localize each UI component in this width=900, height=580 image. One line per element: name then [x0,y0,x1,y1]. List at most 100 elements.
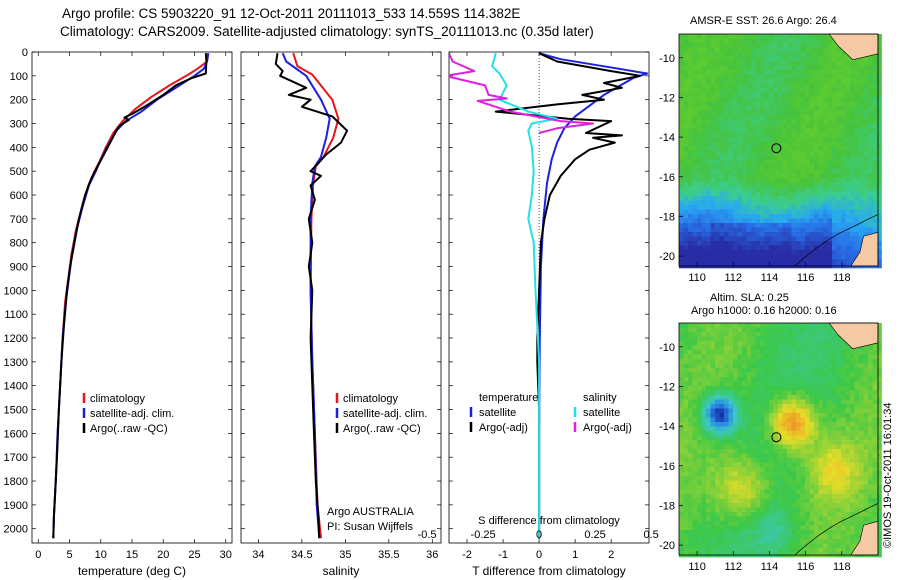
sst-cell [742,92,747,98]
sla-cell [746,395,752,400]
sst-cell [769,43,774,48]
sla-cell [778,386,783,391]
sla-cell [706,449,711,454]
sla-cell [737,539,743,544]
sst-cell [733,133,738,138]
sla-cell [827,521,833,526]
sst-cell [877,70,882,75]
sst-cell [863,200,869,206]
sst-cell [683,245,689,251]
sla-cell [863,386,869,391]
sla-cell [773,336,779,342]
sla-cell [778,507,783,513]
sla-cell [724,548,729,553]
sst-cell [692,205,698,210]
sla-cell [872,417,878,423]
sst-cell [818,187,824,192]
sst-cell [679,151,684,156]
sla-cell [737,458,743,463]
sst-cell [764,151,770,156]
sst-cell [764,241,770,246]
sla-cell [719,395,725,400]
sst-cell [845,106,851,111]
sst-cell [818,209,824,215]
sst-cell [679,124,684,129]
sla-cell [863,440,869,445]
sst-cell [760,88,765,93]
sla-cell [845,453,851,459]
sla-cell [868,467,873,472]
sst-cell [706,56,711,62]
sla-cell [868,453,873,459]
sst-cell [787,169,792,174]
sla-cell [868,345,873,351]
sst-cell [796,79,801,84]
sla-cell [683,462,689,468]
sst-cell [764,128,770,134]
sst-cell [818,83,824,89]
sla-cell [782,462,788,468]
sst-cell [787,101,792,107]
sst-cell [706,218,711,224]
sst-cell [800,214,806,219]
sst-cell [841,137,846,143]
sla-cell [710,480,716,486]
sla-cell [800,399,806,405]
sst-cell [854,241,860,246]
depth-tick-label: 400 [10,142,28,154]
sla-cell [697,435,702,441]
sst-cell [796,223,801,228]
sst-cell [877,137,882,143]
sla-cell [715,458,720,463]
sst-cell [724,119,729,125]
sla-cell [769,539,774,544]
sst-cell [782,218,788,224]
sst-cell [854,65,860,71]
sst-cell [800,164,806,170]
sst-cell [701,124,707,129]
sla-cell [845,462,851,468]
sla-cell [850,435,855,441]
sla-cell [710,458,716,463]
sla-cell [701,336,707,342]
sla-cell [719,336,725,342]
sst-cell [746,191,752,197]
sst-cell [742,124,747,129]
sst-cell [715,133,720,138]
sst-cell [845,187,851,192]
sla-cell [724,485,729,490]
sla-cell [697,323,702,328]
sla-cell [769,359,774,364]
sst-cell [818,254,824,260]
sst-cell [805,241,810,246]
sst-cell [823,128,828,134]
sst-cell [773,259,779,264]
sst-cell [796,173,801,179]
sst-cell [764,56,770,62]
sla-cell [688,377,693,382]
sla-cell [827,498,833,504]
sst-cell [724,106,729,111]
sla-cell [832,498,837,504]
sla-cell [769,390,774,396]
sst-cell [755,47,761,53]
sst-cell [818,110,824,116]
sst-cell [706,241,711,246]
sst-cell [728,155,734,161]
salinity-axes-frame [240,51,442,544]
sst-cell [688,169,693,174]
sst-cell [868,218,873,224]
sst-cell [769,178,774,183]
sst-cell [827,52,833,57]
sla-cell [769,417,774,423]
sst-cell [814,236,819,242]
sla-cell [809,404,815,409]
sla-cell [764,426,770,432]
sst-cell [679,38,684,44]
figure-title-line2: Climatology: CARS2009. Satellite-adjuste… [60,24,594,39]
sla-cell [737,435,743,441]
sla-cell [818,525,824,531]
sst-cell [760,92,765,98]
sst-cell [701,70,707,75]
sla-cell [841,417,846,423]
